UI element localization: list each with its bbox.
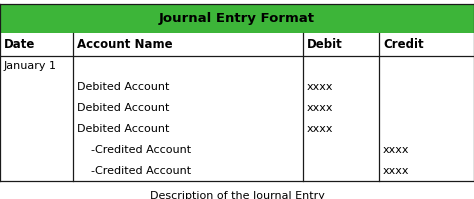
Text: xxxx: xxxx xyxy=(307,103,334,113)
Text: -Credited Account: -Credited Account xyxy=(77,145,191,155)
Text: Journal Entry Format: Journal Entry Format xyxy=(159,12,315,25)
Text: Description of the Journal Entry: Description of the Journal Entry xyxy=(150,191,324,199)
Text: January 1: January 1 xyxy=(4,61,57,71)
Text: Debited Account: Debited Account xyxy=(77,124,170,134)
Text: Debited Account: Debited Account xyxy=(77,82,170,92)
Text: xxxx: xxxx xyxy=(307,82,334,92)
Text: Credit: Credit xyxy=(383,38,424,51)
Text: Debit: Debit xyxy=(307,38,343,51)
Text: xxxx: xxxx xyxy=(383,166,410,176)
Text: xxxx: xxxx xyxy=(383,145,410,155)
Text: Date: Date xyxy=(4,38,35,51)
Text: Debited Account: Debited Account xyxy=(77,103,170,113)
Bar xyxy=(0,4,474,33)
Text: xxxx: xxxx xyxy=(307,124,334,134)
Text: -Credited Account: -Credited Account xyxy=(77,166,191,176)
Text: Account Name: Account Name xyxy=(77,38,173,51)
